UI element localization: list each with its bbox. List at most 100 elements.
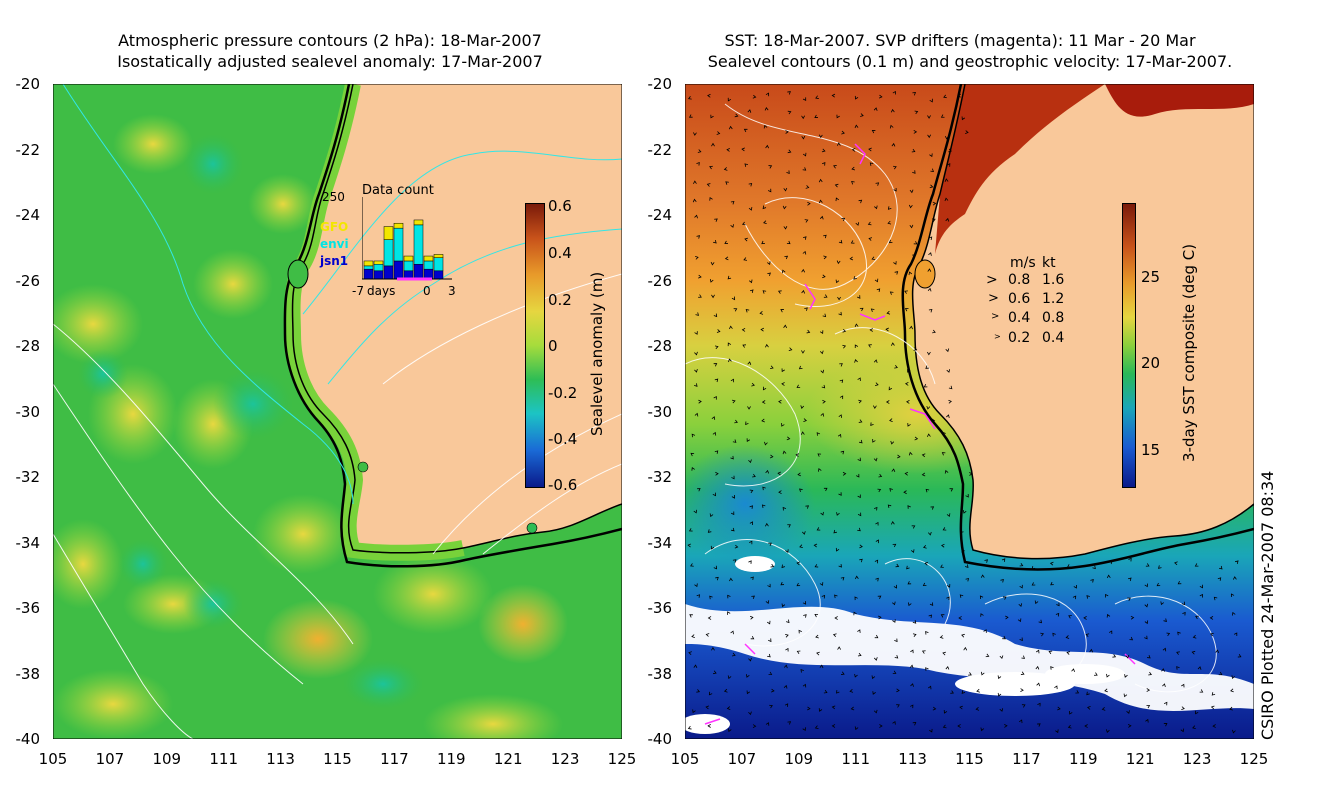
velocity-vector	[762, 205, 767, 210]
velocity-vector	[713, 313, 718, 318]
velocity-vector	[854, 726, 859, 731]
velocity-vector	[854, 596, 858, 601]
velocity-vector	[908, 602, 912, 607]
velocity-vector	[943, 710, 948, 714]
velocity-vector	[957, 724, 961, 728]
velocity-vector	[823, 255, 827, 260]
velocity-vector	[694, 331, 698, 335]
left-cb-tick-4: -0.2	[548, 384, 578, 402]
velocity-vector	[714, 450, 719, 454]
velocity-vector	[764, 106, 769, 111]
velocity-vector	[818, 467, 822, 472]
velocity-vector	[965, 130, 969, 134]
velocity-vector	[1071, 668, 1075, 672]
inset-bar-6-envi	[423, 260, 434, 270]
velocity-vector	[741, 221, 746, 226]
velocity-vector	[854, 344, 859, 349]
velocity-vector	[909, 224, 914, 229]
velocity-vector	[764, 441, 768, 446]
velocity-vector	[945, 348, 950, 353]
velocity-vector	[1195, 710, 1199, 715]
velocity-vector	[946, 163, 951, 167]
velocity-vector	[689, 614, 693, 618]
velocity-vector	[931, 418, 936, 423]
velocity-vector	[930, 506, 935, 510]
velocity-vector	[873, 457, 878, 462]
velocity-vector	[1004, 723, 1008, 728]
velocity-vector	[816, 527, 821, 531]
velocity-vector	[769, 704, 773, 709]
inset-xlabel-max: 3	[448, 284, 456, 298]
velocity-vector	[849, 256, 854, 261]
velocity-vector	[1065, 635, 1070, 639]
vel-legend-ms-0: 0.8	[1008, 272, 1031, 288]
velocity-vector	[802, 683, 807, 688]
velocity-vector	[913, 241, 918, 245]
right-lon-tick-4: 113	[898, 750, 927, 768]
velocity-vector	[1017, 618, 1022, 623]
inset-xlabel-zero: 0	[423, 284, 431, 298]
velocity-vector	[761, 504, 766, 509]
velocity-vector	[948, 148, 953, 153]
velocity-vector	[932, 706, 937, 711]
inset-bar-3-gfo	[393, 222, 404, 229]
velocity-vector	[714, 378, 719, 383]
velocity-vector	[980, 574, 985, 578]
velocity-vector	[897, 454, 901, 459]
velocity-vector	[795, 453, 800, 458]
velocity-vector	[857, 629, 861, 633]
velocity-vector	[823, 234, 827, 239]
velocity-vector	[767, 272, 771, 277]
velocity-vector	[767, 620, 771, 625]
velocity-vector	[796, 582, 801, 587]
velocity-vector	[694, 368, 698, 373]
velocity-vector	[892, 670, 897, 675]
velocity-vector	[889, 124, 894, 129]
velocity-vector	[707, 724, 711, 728]
velocity-vector	[1233, 632, 1238, 637]
velocity-vector	[932, 329, 936, 334]
velocity-vector	[767, 583, 771, 588]
left-lat-tick-9: -38	[15, 664, 41, 683]
velocity-vector	[906, 565, 910, 570]
velocity-vector	[904, 381, 909, 386]
velocity-vector	[1130, 615, 1135, 620]
velocity-vector	[781, 423, 785, 427]
velocity-vector	[873, 359, 878, 364]
velocity-vector	[907, 423, 911, 427]
cloud-mask	[685, 556, 1254, 734]
velocity-vector	[1056, 602, 1060, 607]
velocity-vector	[728, 125, 733, 130]
velocity-vector	[942, 431, 946, 436]
velocity-vector	[999, 708, 1004, 712]
velocity-vector	[1085, 633, 1090, 637]
velocity-vector	[819, 330, 824, 334]
velocity-vector	[894, 638, 898, 643]
velocity-vector	[803, 418, 808, 423]
velocity-vector	[981, 671, 985, 676]
velocity-vector	[1106, 729, 1110, 733]
left-colorbar-label: Sealevel anomaly (m)	[588, 271, 606, 436]
velocity-vector	[1073, 584, 1077, 589]
inset-bar-2-jsn1	[383, 265, 394, 280]
velocity-vector	[946, 369, 951, 373]
velocity-vector	[821, 148, 826, 153]
velocity-vector	[909, 325, 914, 330]
velocity-vector	[875, 577, 879, 582]
velocity-vector	[787, 721, 792, 725]
velocity-vector	[780, 309, 784, 313]
velocity-vector	[786, 170, 790, 175]
velocity-vector	[1197, 666, 1202, 670]
right-lon-tick-7: 119	[1068, 750, 1098, 768]
velocity-vector	[782, 506, 787, 511]
velocity-vector	[895, 563, 900, 568]
velocity-vector	[885, 400, 890, 404]
velocity-vector	[796, 561, 801, 566]
velocity-vector	[835, 279, 840, 284]
velocity-vector	[745, 309, 750, 313]
velocity-vector	[716, 131, 721, 135]
velocity-vector	[1144, 635, 1148, 640]
velocity-vector	[1052, 632, 1056, 637]
geostrophic-vectors	[687, 90, 1242, 734]
velocity-vector	[961, 633, 965, 638]
